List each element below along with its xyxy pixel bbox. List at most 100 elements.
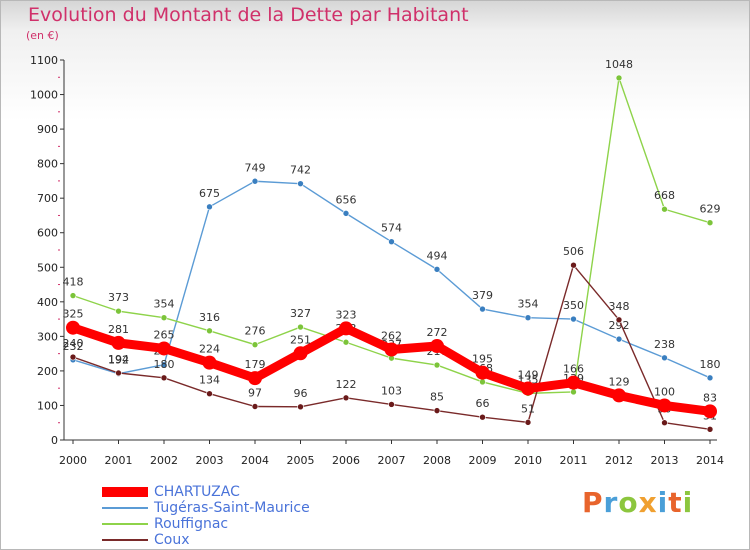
legend-label: CHARTUZAC [154, 484, 240, 500]
legend-swatch [102, 539, 148, 541]
chart-title: Evolution du Montant de la Dette par Hab… [28, 4, 469, 26]
data-label-rouffignac: 1048 [605, 58, 633, 71]
data-point-chartuzac [384, 342, 399, 357]
data-point-tug-ras-saint-maurice [342, 210, 350, 217]
data-label-coux: 85 [430, 391, 444, 404]
y-tick-label: 0 [51, 434, 58, 447]
data-label-chartuzac: 83 [703, 391, 717, 404]
data-label-chartuzac: 100 [654, 385, 675, 398]
data-point-rouffignac [570, 388, 577, 396]
data-label-chartuzac: 166 [563, 363, 584, 376]
data-label-chartuzac: 272 [427, 326, 448, 339]
data-point-chartuzac [66, 320, 80, 335]
data-point-rouffignac [706, 219, 714, 227]
y-tick-label: 400 [37, 296, 58, 309]
data-label-chartuzac: 179 [245, 358, 266, 371]
data-point-rouffignac [69, 292, 77, 299]
data-point-tug-ras-saint-maurice [433, 266, 441, 273]
chart-legend: CHARTUZAC Tugéras-Saint-Maurice Rouffignac… [102, 484, 362, 548]
data-point-rouffignac [160, 314, 168, 322]
x-tick-label: 2007 [378, 454, 406, 467]
y-tick-label: 1100 [30, 54, 58, 67]
data-label-coux: 122 [336, 378, 357, 391]
data-label-tug-ras-saint-maurice: 675 [199, 187, 220, 200]
y-tick-label: 100 [37, 399, 58, 412]
data-label-coux: 348 [609, 300, 630, 313]
data-label-rouffignac: 668 [654, 189, 675, 202]
data-label-tug-ras-saint-maurice: 232 [63, 340, 84, 353]
data-point-tug-ras-saint-maurice [661, 354, 668, 362]
data-point-coux [342, 394, 350, 402]
y-tick-label: 600 [37, 227, 58, 240]
x-tick-label: 2003 [196, 454, 224, 467]
data-label-tug-ras-saint-maurice: 180 [700, 358, 721, 371]
data-label-chartuzac: 325 [63, 308, 84, 321]
data-point-rouffignac [479, 378, 486, 386]
data-point-tug-ras-saint-maurice [479, 305, 486, 313]
data-point-coux [251, 403, 259, 410]
data-point-tug-ras-saint-maurice [706, 374, 714, 382]
data-point-tug-ras-saint-maurice [388, 238, 395, 246]
data-label-chartuzac: 262 [381, 329, 402, 342]
data-label-coux: 66 [476, 397, 490, 410]
logo-letter: P [582, 486, 604, 519]
data-point-coux [479, 413, 486, 421]
data-label-rouffignac: 354 [154, 298, 175, 311]
data-point-chartuzac [430, 339, 444, 354]
logo-letter: r [603, 486, 619, 519]
data-point-coux [69, 353, 77, 361]
legend-item: Coux [102, 532, 362, 548]
data-label-coux: 96 [294, 387, 308, 400]
data-label-tug-ras-saint-maurice: 494 [427, 249, 448, 262]
data-point-rouffignac [615, 74, 623, 82]
legend-swatch [102, 507, 148, 509]
data-label-coux: 240 [63, 337, 84, 350]
data-point-chartuzac [248, 371, 262, 386]
data-point-tug-ras-saint-maurice [251, 177, 259, 185]
data-label-chartuzac: 195 [472, 353, 493, 366]
y-tick-label: 700 [37, 192, 58, 205]
legend-item: CHARTUZAC [102, 484, 362, 500]
data-point-coux [524, 419, 532, 426]
data-label-rouffignac: 418 [63, 276, 84, 289]
data-label-tug-ras-saint-maurice: 379 [472, 289, 493, 302]
data-label-coux: 103 [381, 384, 402, 397]
y-tick-label: 800 [37, 158, 58, 171]
data-point-chartuzac [657, 398, 672, 413]
data-label-coux: 506 [563, 245, 584, 258]
data-point-chartuzac [475, 365, 490, 380]
legend-item: Rouffignac [102, 516, 362, 532]
logo-letter: i [657, 486, 669, 519]
logo-letter: x [638, 486, 658, 519]
data-point-chartuzac [703, 404, 717, 419]
data-label-chartuzac: 129 [609, 375, 630, 388]
data-point-chartuzac [111, 335, 126, 350]
legend-label: Rouffignac [154, 516, 229, 532]
data-point-coux [615, 316, 623, 324]
chart-subtitle: (en €) [26, 29, 59, 42]
data-point-coux [661, 419, 668, 427]
x-tick-label: 2006 [332, 454, 360, 467]
data-point-coux [570, 261, 577, 269]
x-tick-label: 2008 [423, 454, 451, 467]
y-tick-label: 900 [37, 123, 58, 136]
data-label-chartuzac: 323 [336, 308, 357, 321]
logo-letter: o [618, 486, 639, 519]
x-tick-label: 2013 [651, 454, 679, 467]
data-label-tug-ras-saint-maurice: 574 [381, 222, 402, 235]
data-point-coux [388, 401, 395, 408]
data-label-rouffignac: 316 [199, 311, 220, 324]
data-label-tug-ras-saint-maurice: 238 [654, 338, 675, 351]
x-tick-label: 2012 [605, 454, 633, 467]
data-label-coux: 134 [199, 374, 220, 387]
data-label-chartuzac: 251 [290, 333, 311, 346]
logo-letter: i [682, 486, 694, 519]
x-tick-label: 2002 [150, 454, 178, 467]
logo-letter: t [668, 486, 683, 519]
data-point-coux [297, 403, 304, 411]
x-tick-label: 2011 [560, 454, 588, 467]
data-point-chartuzac [566, 375, 581, 390]
data-point-chartuzac [157, 341, 171, 356]
